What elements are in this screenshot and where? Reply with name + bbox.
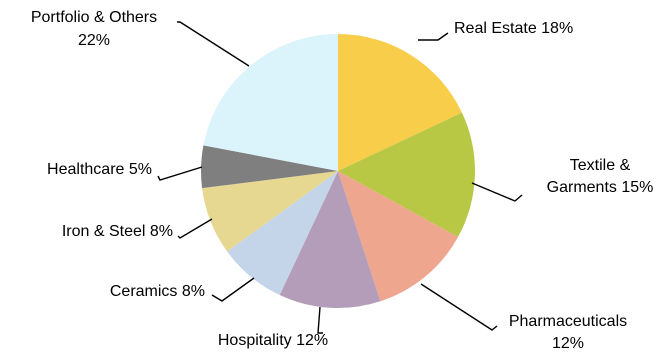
slice-label-line: Hospitality 12% (218, 332, 328, 349)
pie-slice-healthcare-5 (201, 145, 338, 189)
slice-label-hospitality-12: Hospitality 12% (218, 332, 328, 349)
pie-slice-real-estate-18 (338, 34, 462, 171)
pie-slice-pharmaceuticals-12 (338, 171, 459, 302)
slice-label-line: Real Estate 18% (454, 20, 573, 37)
slice-label-line: 22% (78, 32, 110, 49)
leader-line-hospitality-12 (317, 306, 323, 334)
slice-labels: Real Estate 18% Textile & Garments 15% Phar… (31, 9, 654, 352)
leader-lines (157, 21, 523, 334)
slice-label-line: Pharmaceuticals (509, 313, 627, 330)
slice-label-healthcare-5: Healthcare 5% (47, 161, 152, 178)
slice-label-line: Garments 15% (547, 179, 654, 196)
pie-slices (201, 34, 475, 308)
pie-slice-textile-garments-15 (338, 112, 475, 237)
leader-line-ceramics-8 (211, 277, 255, 302)
slice-label-line: Textile & (570, 157, 631, 174)
slice-label-line: Portfolio & Others (31, 9, 157, 26)
leader-line-portfolio-others-22 (177, 21, 250, 67)
pie-slice-hospitality-12 (279, 171, 381, 308)
leader-line-textile-garments-15 (471, 182, 523, 202)
slice-label-line: Ceramics 8% (110, 283, 205, 300)
slice-label-ceramics-8: Ceramics 8% (110, 283, 205, 300)
leader-line-real-estate-18 (418, 32, 449, 41)
slice-label-line: 12% (552, 335, 584, 352)
slice-label-iron-steel-8: Iron & Steel 8% (62, 223, 173, 240)
leader-line-healthcare-5 (157, 166, 203, 181)
slice-label-real-estate-18: Real Estate 18% (454, 20, 573, 37)
pie-slice-portfolio-others-22 (203, 34, 338, 171)
leader-line-pharmaceuticals-12 (420, 283, 498, 331)
slice-label-portfolio-others-22: Portfolio & Others 22% (31, 9, 157, 49)
slice-label-line: Healthcare 5% (47, 161, 152, 178)
pie-slice-iron-steel-8 (202, 171, 338, 252)
slice-label-line: Iron & Steel 8% (62, 223, 173, 240)
pie-slice-ceramics-8 (227, 171, 338, 295)
leader-line-iron-steel-8 (177, 218, 213, 239)
slice-label-pharmaceuticals-12: Pharmaceuticals 12% (509, 313, 627, 352)
slice-label-textile-garments-15: Textile & Garments 15% (547, 157, 654, 196)
